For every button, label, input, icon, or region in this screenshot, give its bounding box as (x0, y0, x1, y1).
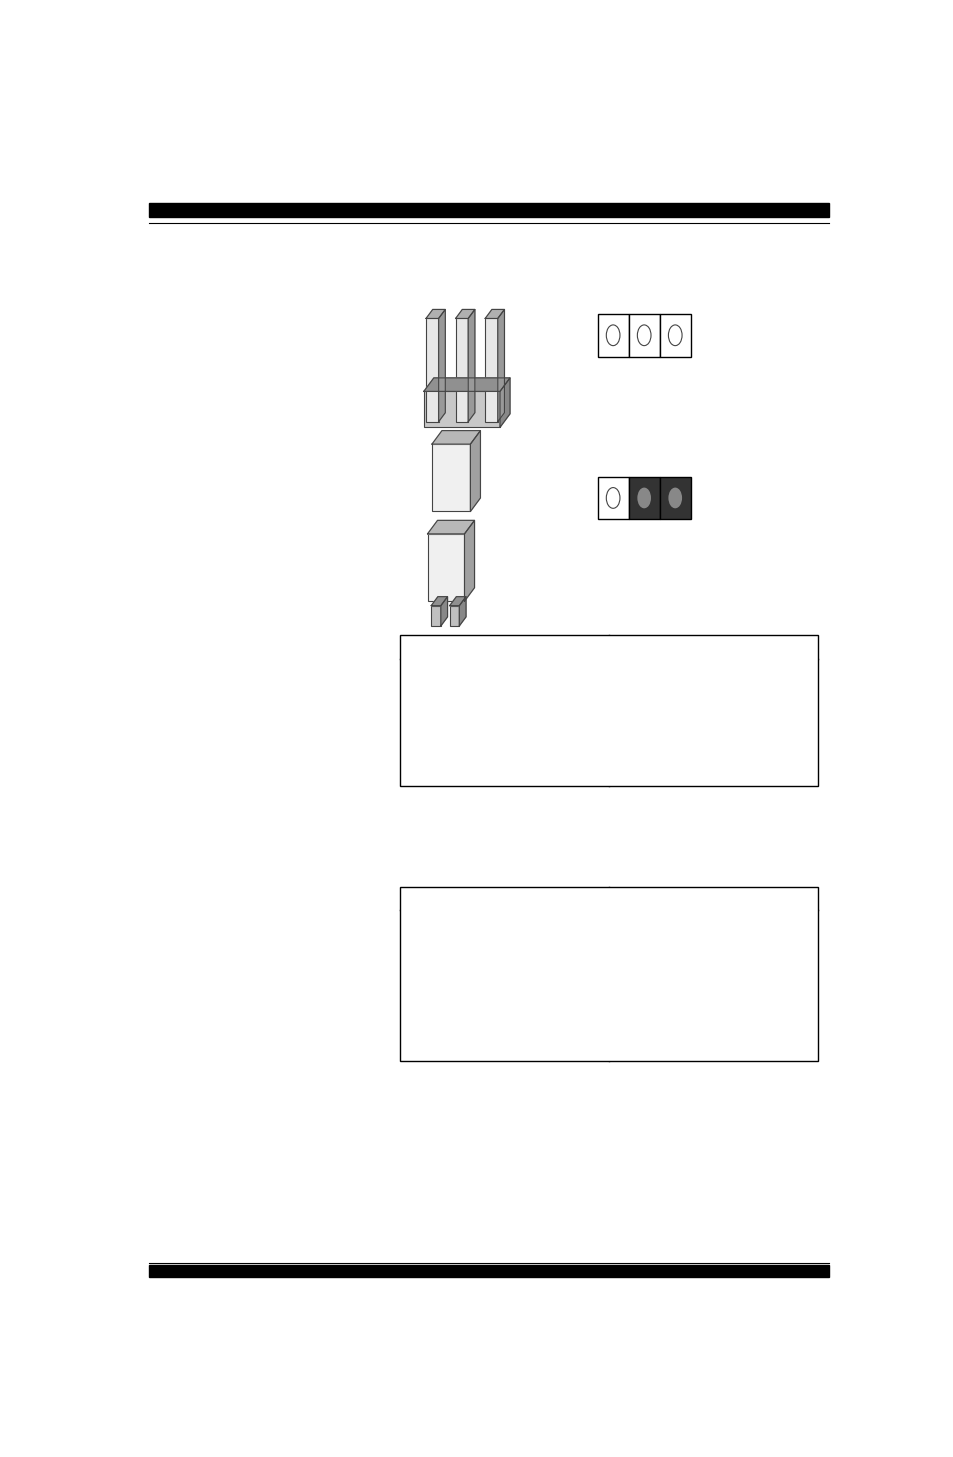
Polygon shape (431, 597, 447, 606)
Bar (427, 533, 464, 602)
Bar (426, 319, 438, 421)
Polygon shape (470, 431, 480, 511)
Polygon shape (459, 597, 465, 627)
Bar (628, 313, 659, 357)
Bar (449, 606, 459, 627)
Bar (400, 887, 817, 1061)
Bar (400, 635, 817, 787)
Polygon shape (464, 520, 474, 602)
Bar (597, 313, 628, 357)
Polygon shape (426, 309, 445, 319)
Bar (597, 476, 628, 519)
Polygon shape (449, 597, 465, 606)
Bar (423, 392, 499, 427)
Polygon shape (497, 309, 504, 421)
Polygon shape (438, 309, 445, 421)
Circle shape (668, 488, 681, 508)
Bar (628, 476, 659, 519)
Bar (149, 1265, 828, 1276)
Bar (659, 476, 690, 519)
Polygon shape (423, 377, 510, 392)
Polygon shape (499, 377, 510, 427)
Bar (431, 606, 440, 627)
Polygon shape (432, 431, 480, 444)
Polygon shape (485, 309, 504, 319)
Bar (456, 319, 468, 421)
Polygon shape (456, 309, 475, 319)
Polygon shape (440, 597, 447, 627)
Polygon shape (468, 309, 475, 421)
Polygon shape (427, 520, 474, 533)
Bar (149, 203, 828, 217)
Bar (432, 444, 470, 511)
Bar (659, 313, 690, 357)
Bar (485, 319, 497, 421)
Circle shape (637, 488, 650, 508)
